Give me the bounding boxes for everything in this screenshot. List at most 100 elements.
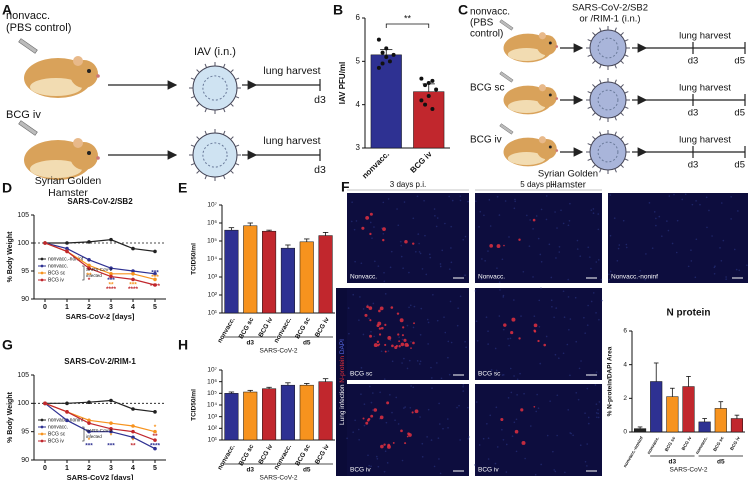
hamster-eye [548,41,552,45]
significance-label: ** [152,433,158,440]
data-point [380,61,385,66]
infection-spot [384,343,387,347]
virus-spike [230,170,234,174]
series-marker [109,398,113,403]
nucleus [616,259,619,262]
nucleus [502,439,505,441]
hamster-nose [96,74,100,78]
nucleus [719,247,721,249]
y-tick-label: 0 [623,429,627,436]
nucleus [401,338,404,341]
x-tick-label: 5 [153,304,157,311]
nucleus [516,378,519,381]
panel-letter: G [2,337,13,353]
infection-spot [398,340,401,343]
nucleus [464,274,466,276]
group-label: (PBS control) [6,22,71,34]
nucleus [459,199,462,202]
nucleus [587,416,590,419]
nucleus [576,239,579,242]
series-marker [65,410,69,414]
nucleus [558,246,561,248]
nucleus [487,343,489,345]
nucleus [418,251,421,253]
infection-spot [403,338,407,342]
infection-spot [373,343,378,348]
nucleus [427,408,430,411]
nucleus [498,315,501,317]
bar [370,54,402,149]
nucleus [383,470,386,473]
series-marker [65,401,69,406]
significance-label: * [110,432,113,439]
nucleus [447,340,450,343]
series-marker [65,241,69,245]
nucleus [502,374,505,376]
series-marker [87,263,91,268]
nucleus [705,196,708,199]
nucleus [625,243,628,246]
data-point [376,37,381,42]
nucleus [444,222,446,225]
virus-spike [587,54,592,57]
nucleus [443,316,445,318]
legend-marker [40,264,44,268]
nucleus [666,220,668,222]
bar [224,393,239,441]
infection-spot [404,442,407,445]
infection-spot [364,313,368,317]
nucleus [594,384,597,386]
nucleus [383,280,386,283]
virus-spike [592,84,596,88]
data-point [434,87,439,92]
nucleus [694,276,697,279]
nucleus [401,362,403,364]
virus-spike [235,95,240,99]
x-axis-label: SARS-CoV-2 [260,348,298,355]
nucleus [496,267,498,269]
infection-spot [399,318,404,323]
series-marker [131,424,135,428]
harvest-label: lung harvest [263,65,320,77]
series-marker [109,421,113,425]
nucleus [613,217,616,219]
nucleus [639,269,642,272]
nucleus [389,393,391,396]
nucleus [706,226,708,229]
series-marker [131,272,135,276]
infection-spot [368,306,373,310]
nucleus [354,419,356,422]
syringe [499,123,514,135]
series-marker [65,246,69,251]
infection-spot [414,409,419,414]
series-marker [87,266,91,271]
nucleus [515,418,518,421]
nucleus [556,434,558,437]
nucleus [598,318,600,321]
virus-spike [614,27,617,32]
bar [243,225,258,314]
nucleus [420,307,423,310]
nucleus [546,434,549,437]
bar [318,381,333,441]
virus-spike [624,143,629,146]
image-label: Nonvacc.-noninf [611,274,658,281]
nucleus [406,324,409,327]
x-axis-label: SARS-CoV-2 [260,475,298,480]
nucleus [421,268,424,270]
nucleus [618,244,621,246]
significance-label: * [88,437,91,444]
nucleus [448,373,451,376]
nucleus [730,195,732,198]
nucleus [370,330,372,333]
legend-label: BCG iv [48,277,64,283]
significance-label: *** [85,443,93,450]
hamster-head [70,142,98,170]
x-tick-label: 1 [65,465,69,472]
harvest-label: lung harvest [263,135,320,147]
nucleus [622,219,625,222]
nucleus [410,340,412,343]
nucleus [597,408,599,411]
nucleus [568,328,570,331]
series-marker [109,272,113,276]
